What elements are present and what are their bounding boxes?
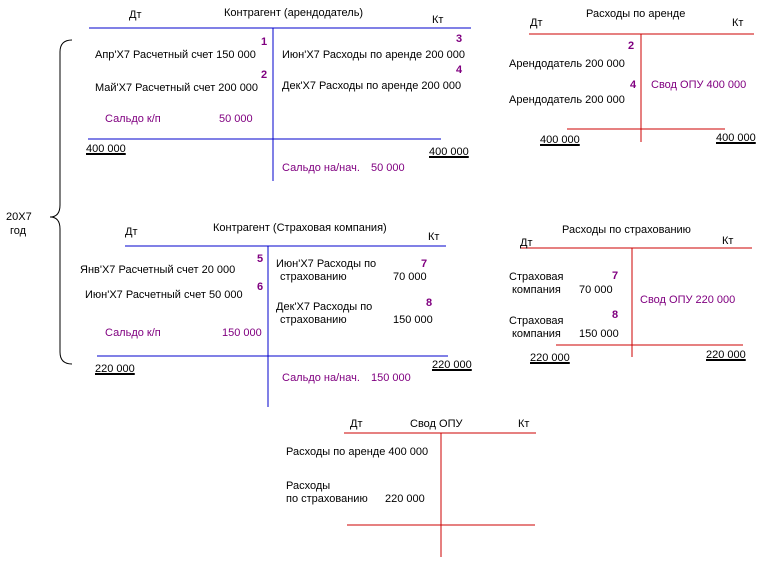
insurer-debit-header: Дт [125, 226, 138, 238]
period-brace [49, 39, 73, 365]
lessor-debit-entry: Май'X7 Расчетный счет 200 000 [95, 82, 259, 94]
insurer-credit-entry-line2: страхованию [280, 314, 347, 326]
rent-debit-header: Дт [530, 17, 543, 29]
insurer-debit-turnover: 220 000 [95, 363, 135, 375]
insurer-credit-entry-amount: 150 000 [393, 314, 433, 326]
lessor-credit-entry: Июн'X7 Расходы по аренде 200 000 [282, 49, 465, 61]
insurance-title: Расходы по страхованию [562, 224, 691, 236]
lessor-closing-value: 50 000 [219, 113, 253, 125]
lessor-opening-value: 50 000 [371, 162, 405, 174]
pnl-t-lines [344, 432, 536, 557]
insurer-debit-entry: Янв'X7 Расчетный счет 20 000 [80, 264, 236, 276]
lessor-credit-entry: Дек'X7 Расходы по аренде 200 000 [282, 80, 462, 92]
insurance-debit-turnover: 220 000 [530, 352, 570, 364]
insurance-entry-number: 8 [612, 309, 619, 321]
pnl-entry-line2: по страхованию [286, 493, 368, 505]
insurer-credit-entry-line1: Июн'X7 Расходы по [276, 258, 377, 270]
lessor-credit-header: Кт [432, 14, 444, 26]
pnl-credit-header: Кт [518, 418, 530, 430]
insurance-t-lines [520, 247, 752, 357]
lessor-title: Контрагент (арендодатель) [224, 7, 364, 19]
insurer-title: Контрагент (Страховая компания) [213, 222, 387, 234]
lessor-debit-turnover: 400 000 [86, 143, 126, 155]
insurer-closing-value: 150 000 [222, 327, 262, 339]
insurer-credit-header: Кт [428, 231, 440, 243]
rent-t-lines [529, 33, 754, 142]
rent-debit-entry: Арендодатель 200 000 [509, 94, 625, 106]
insurance-debit-entry-line1: Страховая [509, 271, 564, 283]
insurer-t-lines [97, 245, 448, 407]
rent-credit-turnover: 400 000 [716, 132, 756, 144]
pnl-entry: Расходы по аренде 400 000 [286, 446, 429, 458]
pnl-entry-line1: Расходы [286, 480, 331, 492]
insurance-debit-entry-line1: Страховая [509, 315, 564, 327]
insurer-credit-entry-line1: Дек'X7 Расходы по [276, 301, 373, 313]
rent-debit-entry: Арендодатель 200 000 [509, 58, 625, 70]
insurance-debit-entry-line2: компания [512, 284, 561, 296]
period-label-year: 20X7 [6, 211, 32, 223]
rent-debit-turnover: 400 000 [540, 134, 580, 146]
rent-entry-number: 2 [628, 40, 635, 52]
rent-credit-entry: Свод ОПУ 400 000 [651, 79, 747, 91]
insurer-opening-label: Сальдо на/нач. [282, 372, 360, 384]
insurance-credit-turnover: 220 000 [706, 349, 746, 361]
lessor-entry-number: 1 [261, 36, 268, 48]
lessor-debit-header: Дт [129, 9, 142, 21]
insurer-entry-number: 7 [421, 258, 428, 270]
pnl-debit-header: Дт [350, 418, 363, 430]
insurer-entry-number: 8 [426, 297, 433, 309]
lessor-entry-number: 4 [456, 64, 463, 76]
rent-entry-number: 4 [630, 79, 637, 91]
insurance-debit-entry-line2: компания [512, 328, 561, 340]
insurer-entry-number: 6 [257, 281, 264, 293]
insurer-credit-entry-amount: 70 000 [393, 271, 427, 283]
insurer-closing-label: Сальдо к/п [105, 327, 161, 339]
insurance-entry-number: 7 [612, 270, 619, 282]
insurance-credit-entry: Свод ОПУ 220 000 [640, 294, 736, 306]
rent-title: Расходы по аренде [586, 8, 686, 20]
lessor-credit-turnover: 400 000 [429, 146, 469, 158]
lessor-entry-number: 2 [261, 69, 268, 81]
insurance-credit-header: Кт [722, 235, 734, 247]
lessor-closing-label: Сальдо к/п [105, 113, 161, 125]
insurance-debit-header: Дт [520, 237, 533, 249]
insurer-credit-turnover: 220 000 [432, 359, 472, 371]
lessor-entry-number: 3 [456, 33, 463, 45]
lessor-t-lines [88, 27, 471, 181]
insurance-debit-entry-amount: 150 000 [579, 328, 619, 340]
insurer-debit-entry: Июн'X7 Расчетный счет 50 000 [85, 289, 243, 301]
insurance-debit-entry-amount: 70 000 [579, 284, 613, 296]
insurer-credit-entry-line2: страхованию [280, 271, 347, 283]
lessor-debit-entry: Апр'X7 Расчетный счет 150 000 [95, 49, 256, 61]
period-label-word: год [10, 225, 27, 237]
insurer-opening-value: 150 000 [371, 372, 411, 384]
insurer-entry-number: 5 [257, 253, 264, 265]
pnl-entry-amount: 220 000 [385, 493, 425, 505]
pnl-title: Свод ОПУ [410, 418, 463, 430]
rent-credit-header: Кт [732, 17, 744, 29]
lessor-opening-label: Сальдо на/нач. [282, 162, 360, 174]
